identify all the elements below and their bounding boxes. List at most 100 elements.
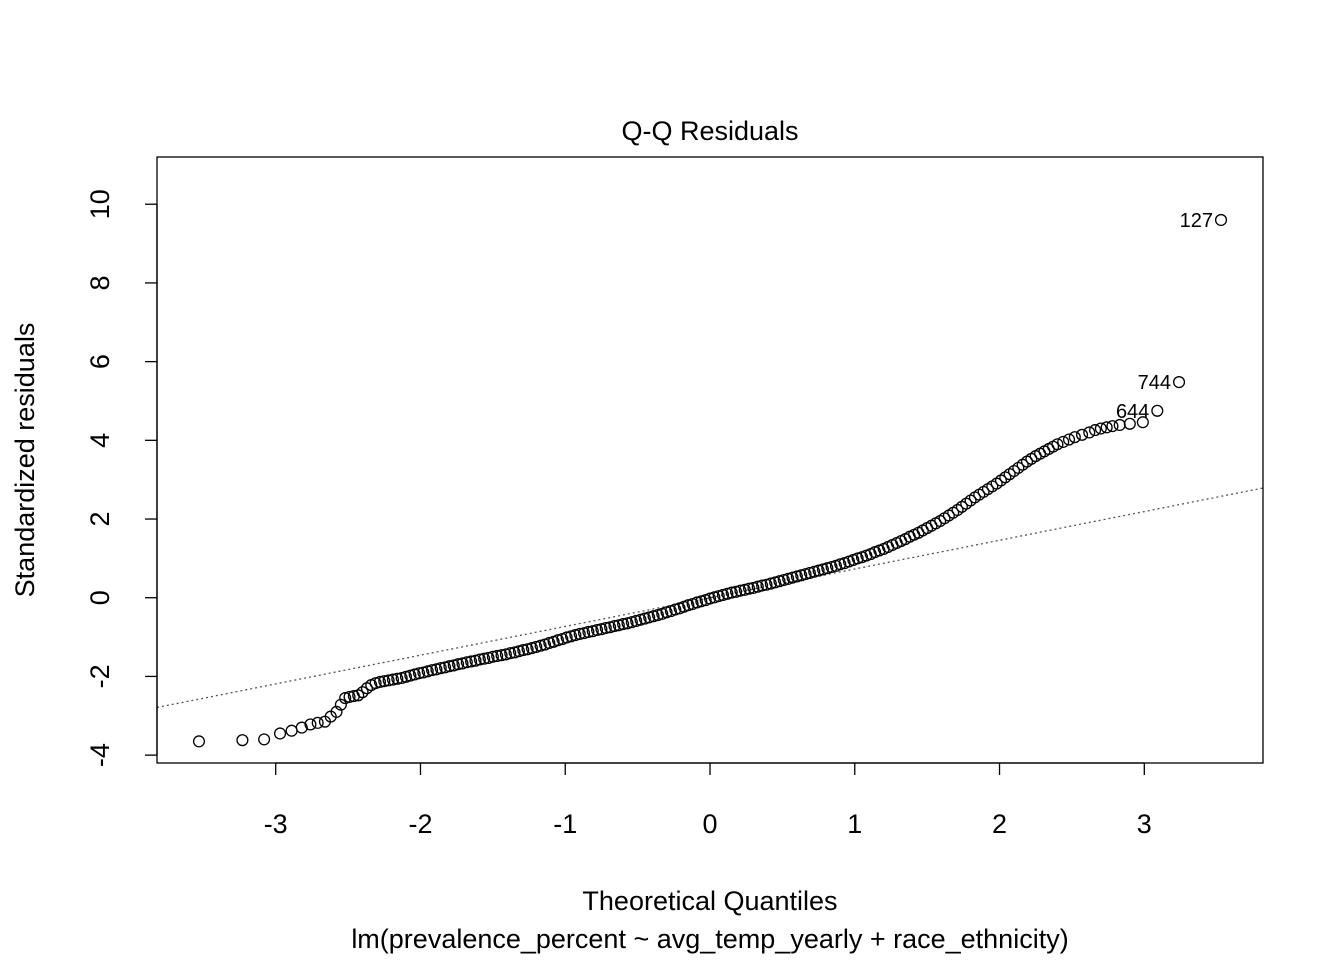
data-point (690, 596, 704, 609)
data-point (486, 650, 499, 663)
data-point (373, 675, 386, 688)
x-tick-label: -2 (408, 809, 432, 839)
data-point (421, 665, 434, 678)
data-point (491, 649, 504, 663)
data-point (404, 669, 417, 682)
data-point (551, 634, 565, 647)
data-point (495, 649, 508, 662)
data-point (369, 677, 382, 690)
point-label: 744 (1138, 372, 1171, 394)
data-point (412, 667, 426, 680)
data-points-layer (192, 213, 1228, 748)
y-tick-label: 8 (85, 275, 115, 290)
data-point (790, 570, 803, 583)
data-point (452, 658, 465, 671)
x-tick-label: -3 (264, 809, 288, 839)
data-point (773, 575, 786, 588)
data-point (660, 606, 673, 619)
data-point (382, 674, 395, 687)
data-point (447, 659, 460, 672)
data-point (408, 668, 421, 681)
data-point (569, 629, 582, 642)
data-point (612, 619, 625, 632)
data-point (1100, 421, 1113, 434)
data-point (236, 734, 249, 747)
y-axis: -4 -2 0 2 4 6 8 10 (85, 189, 158, 767)
x-axis-label: Theoretical Quantiles (582, 886, 837, 916)
data-point (743, 582, 756, 595)
data-point (1094, 422, 1107, 435)
data-point (669, 603, 682, 616)
chart-title: Q-Q Residuals (621, 116, 798, 146)
data-point (712, 590, 725, 603)
x-tick-label: -1 (553, 809, 577, 839)
data-point (1051, 438, 1064, 451)
data-point (465, 655, 478, 668)
data-point (391, 672, 404, 685)
data-point (682, 599, 695, 612)
data-point (803, 566, 816, 579)
data-point (760, 578, 773, 591)
data-point (334, 698, 347, 711)
data-point (621, 617, 634, 630)
data-point (469, 654, 482, 667)
data-point (734, 584, 747, 597)
data-point (460, 656, 473, 669)
data-point (1083, 426, 1096, 439)
data-point (439, 661, 452, 674)
data-point (564, 630, 578, 643)
data-point (386, 673, 400, 686)
data-point (378, 675, 391, 688)
data-point (530, 640, 543, 653)
data-point (1068, 431, 1081, 444)
data-point (395, 671, 408, 685)
data-point (786, 571, 799, 584)
data-point (1136, 416, 1149, 429)
data-point (1089, 424, 1102, 437)
x-tick-label: 0 (702, 809, 717, 839)
y-tick-label: 6 (85, 354, 115, 369)
data-point (499, 648, 512, 661)
y-tick-label: -2 (85, 664, 115, 688)
data-point (258, 733, 271, 746)
data-point (443, 660, 456, 673)
data-point (434, 662, 447, 675)
data-point (1172, 376, 1186, 389)
data-point (543, 636, 556, 650)
data-point (638, 612, 651, 625)
data-point (339, 692, 352, 705)
data-point (617, 618, 630, 631)
data-point (756, 579, 769, 592)
data-point (730, 585, 743, 598)
y-axis-label: Standardized residuals (10, 323, 40, 598)
data-point (521, 643, 534, 656)
y-tick-label: 2 (85, 512, 115, 527)
data-point (473, 653, 486, 666)
data-point (769, 576, 782, 589)
data-point (560, 631, 573, 644)
data-point (651, 608, 664, 622)
data-point (647, 610, 660, 623)
data-point (703, 592, 717, 605)
data-point (747, 581, 760, 594)
y-tick-label: -4 (85, 743, 115, 767)
data-point (634, 613, 647, 626)
data-point (630, 614, 643, 627)
data-point (578, 627, 591, 640)
data-point (1123, 417, 1136, 430)
data-point (534, 639, 547, 652)
x-tick-label: 1 (847, 809, 862, 839)
data-point (764, 577, 777, 590)
data-point (426, 664, 439, 677)
data-point (295, 721, 308, 734)
data-point (482, 651, 495, 664)
data-point (573, 627, 586, 640)
x-tick-label: 2 (992, 809, 1007, 839)
data-point (273, 727, 287, 740)
data-point (721, 587, 734, 600)
data-point (1057, 435, 1070, 448)
data-point (808, 565, 821, 578)
data-point (512, 645, 525, 658)
data-point (311, 716, 324, 729)
